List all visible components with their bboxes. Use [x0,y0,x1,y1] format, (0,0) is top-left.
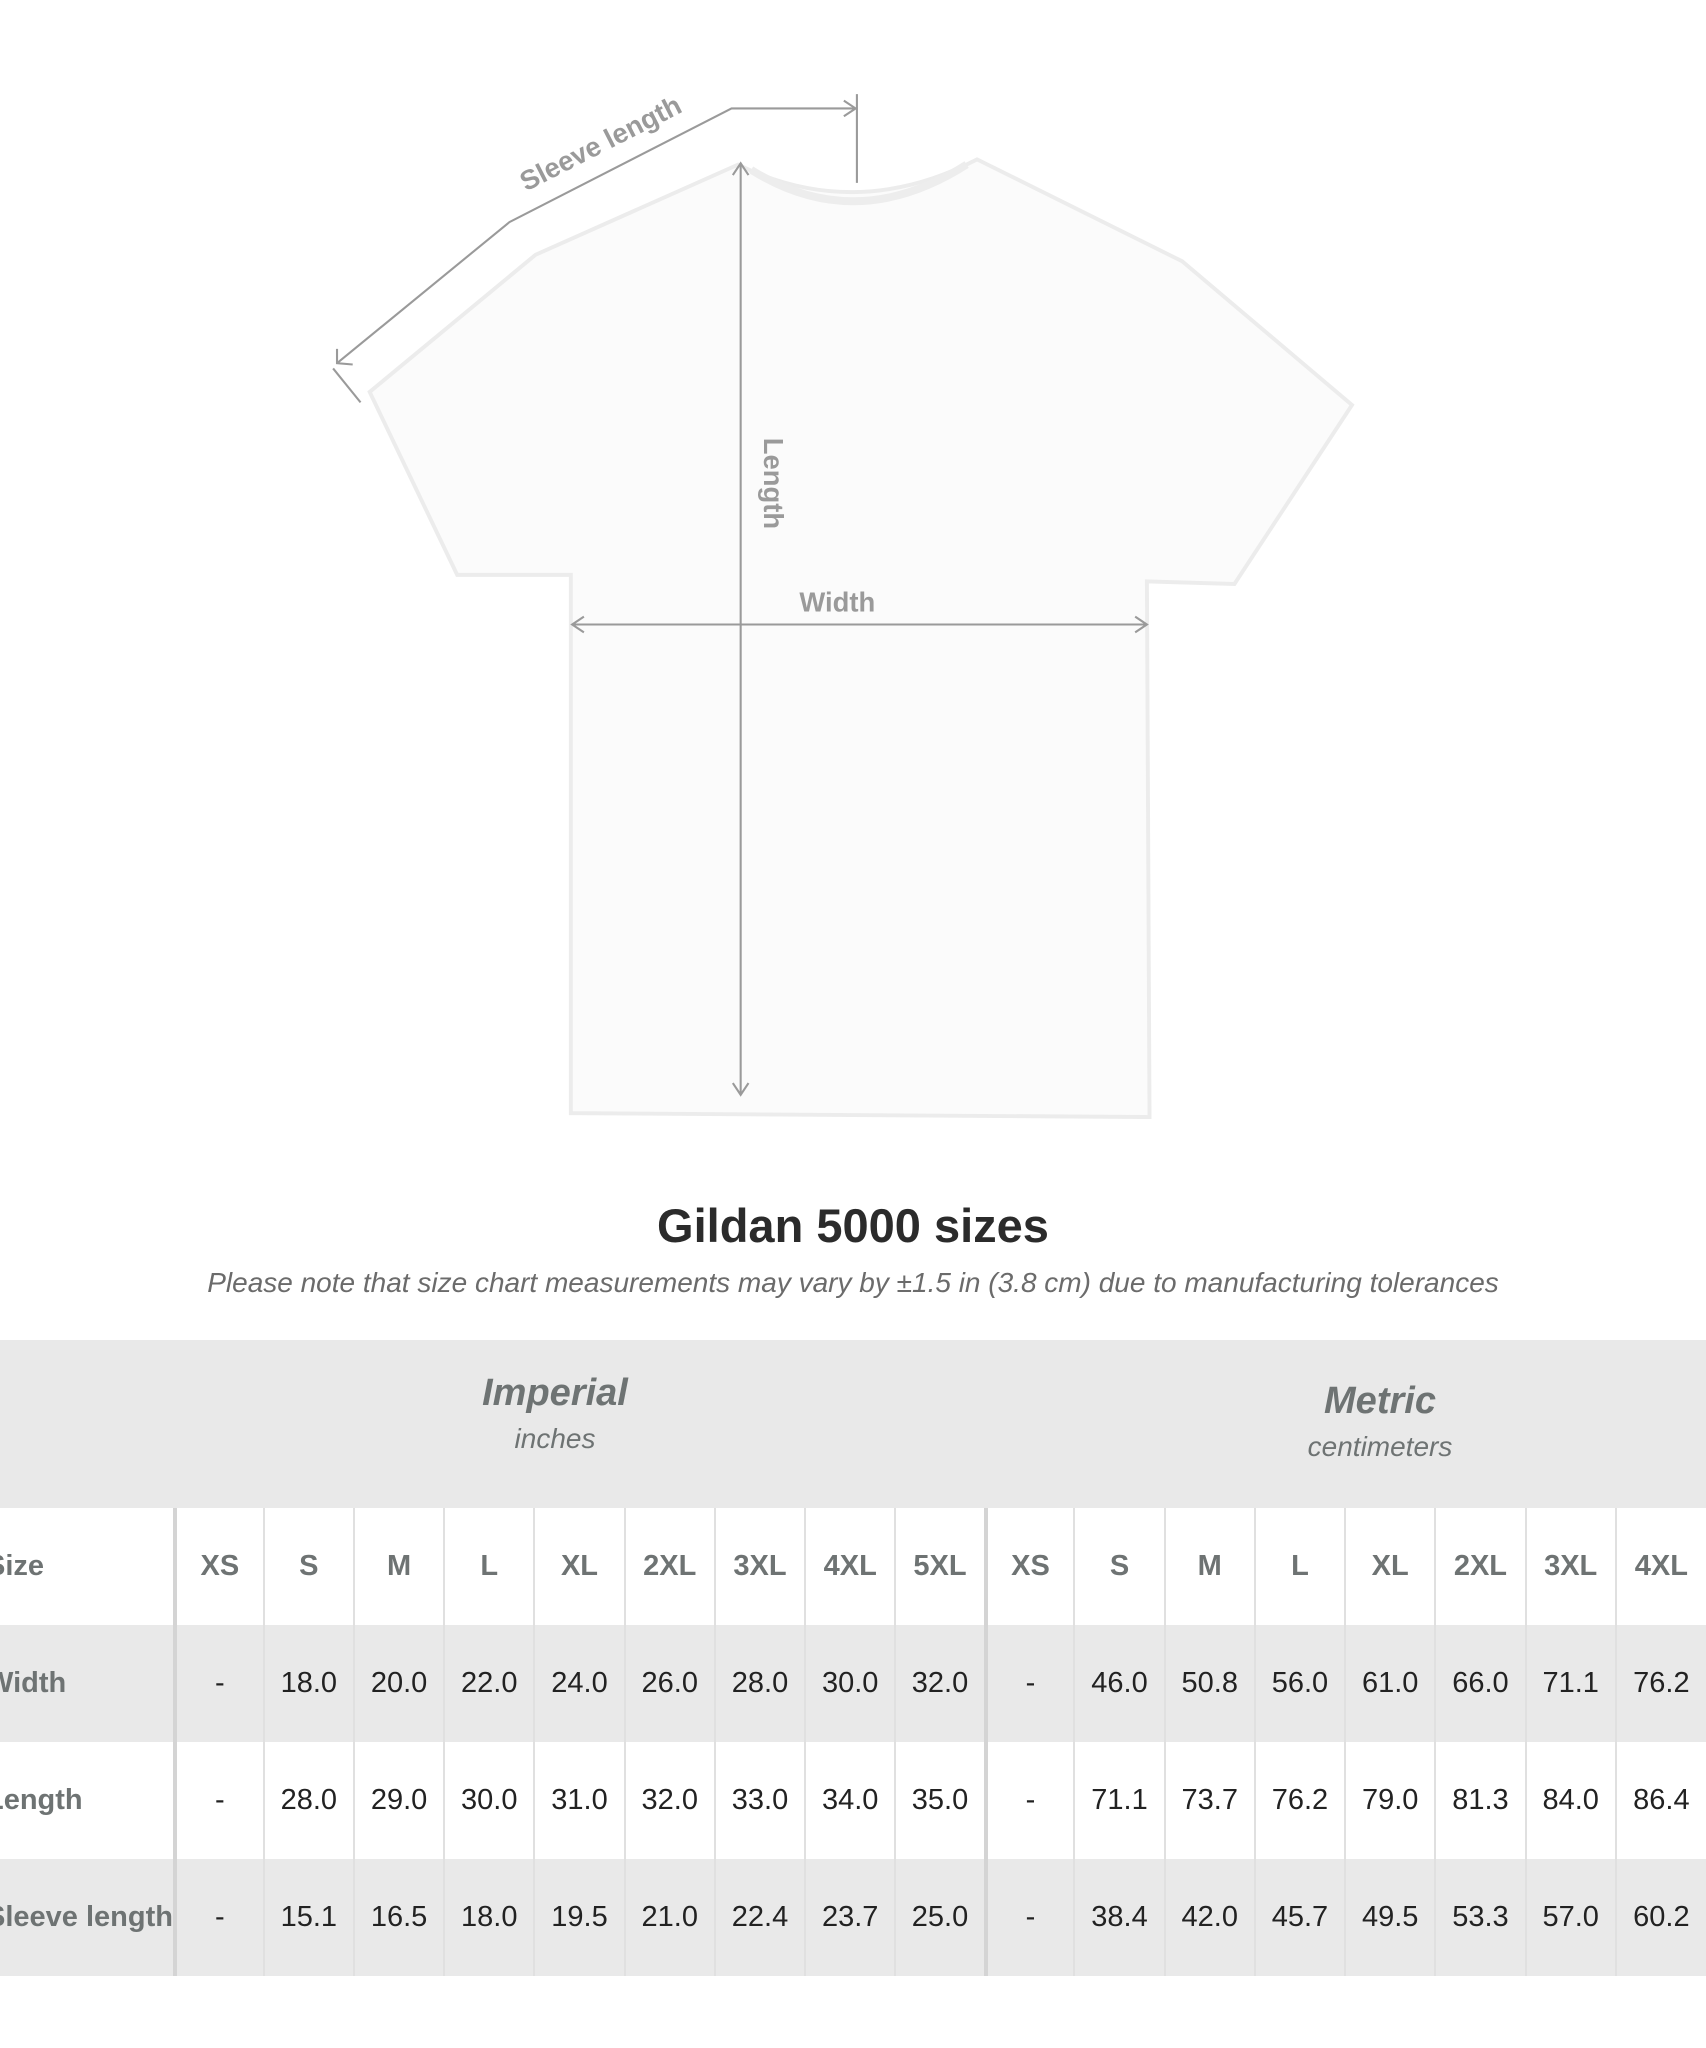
imperial-cell: 35.0 [894,1742,986,1859]
metric-cell: 86.4 [1614,1742,1706,1859]
row-label: Width [0,1625,177,1742]
imperial-cell: 31.0 [533,1742,625,1859]
row-label: Sleeve length [0,1859,177,1976]
metric-cell: 46.0 [1073,1625,1165,1742]
metric-cell: 38.4 [1073,1859,1165,1976]
measurement-arrows [332,94,1149,1097]
row-label: Length [0,1742,177,1859]
metric-cell: L [1253,1508,1346,1625]
metric-cell: 45.7 [1253,1859,1346,1976]
imperial-cell: 33.0 [713,1742,806,1859]
table-row: Length-28.029.030.031.032.033.034.035.0-… [0,1742,1706,1859]
imperial-cell: 2XL [623,1508,715,1625]
metric-cell: 71.1 [1073,1742,1165,1859]
imperial-cell: 21.0 [623,1859,715,1976]
imperial-cell: 16.5 [352,1859,445,1976]
imperial-cell: 24.0 [533,1625,625,1742]
imperial-cell: 23.7 [804,1859,896,1976]
metric-cell: 53.3 [1434,1859,1526,1976]
metric-cell: - [983,1625,1075,1742]
metric-cell: 4XL [1614,1508,1706,1625]
imperial-cell: 29.0 [352,1742,445,1859]
metric-cell: 81.3 [1434,1742,1526,1859]
metric-cell: S [1073,1508,1165,1625]
metric-cell: 2XL [1434,1508,1526,1625]
imperial-cell: - [173,1742,264,1859]
metric-heading: Metric [1324,1380,1436,1422]
metric-cell: 76.2 [1253,1742,1346,1859]
imperial-cell: M [352,1508,445,1625]
metric-cell: 57.0 [1524,1859,1616,1976]
metric-cell: 42.0 [1163,1859,1255,1976]
imperial-heading: Imperial [482,1372,628,1414]
metric-cell: XL [1344,1508,1436,1625]
imperial-cell: 22.0 [443,1625,535,1742]
metric-cell: - [983,1859,1075,1976]
metric-cell: 61.0 [1344,1625,1436,1742]
metric-cell: 66.0 [1434,1625,1526,1742]
imperial-cell: 30.0 [804,1625,896,1742]
sleeve-length-label: Sleeve length [515,89,687,197]
metric-cell: 73.7 [1163,1742,1255,1859]
imperial-cell: 30.0 [443,1742,535,1859]
size-header-row: SizeXSSMLXL2XL3XL4XL5XLXSSMLXL2XL3XL4XL [0,1508,1706,1625]
page-title: Gildan 5000 sizes [657,1199,1049,1252]
width-label: Width [799,586,875,617]
metric-group-header: Metric centimeters [975,1380,1706,1463]
unit-header-band [0,1340,1706,1508]
imperial-cell: L [443,1508,535,1625]
length-label: Length [758,438,789,529]
row-label: Size [0,1508,177,1625]
metric-cell: XS [983,1508,1075,1625]
metric-cell: 60.2 [1614,1859,1706,1976]
imperial-cell: 20.0 [352,1625,445,1742]
imperial-cell: 5XL [894,1508,986,1625]
imperial-cell: 15.1 [262,1859,354,1976]
imperial-cell: XL [533,1508,625,1625]
metric-cell: 49.5 [1344,1859,1436,1976]
metric-cell: 3XL [1524,1508,1616,1625]
imperial-cell: 18.0 [262,1625,354,1742]
metric-cell: 84.0 [1524,1742,1616,1859]
metric-cell: 56.0 [1253,1625,1346,1742]
imperial-cell: 3XL [713,1508,806,1625]
metric-cell: 79.0 [1344,1742,1436,1859]
imperial-cell: 19.5 [533,1859,625,1976]
table-row: Width-18.020.022.024.026.028.030.032.0-4… [0,1625,1706,1742]
imperial-cell: S [262,1508,354,1625]
imperial-cell: 34.0 [804,1742,896,1859]
metric-cell: 71.1 [1524,1625,1616,1742]
metric-unit: centimeters [1307,1431,1453,1462]
imperial-cell: 26.0 [623,1625,715,1742]
tshirt-diagram: Sleeve length Length Width [332,89,1355,1120]
imperial-cell: - [173,1859,264,1976]
imperial-cell: 22.4 [713,1859,806,1976]
imperial-group-header: Imperial inches [135,1372,975,1455]
imperial-cell: 32.0 [894,1625,986,1742]
size-table: SizeXSSMLXL2XL3XL4XL5XLXSSMLXL2XL3XL4XLW… [0,1508,1706,1976]
imperial-cell: 18.0 [443,1859,535,1976]
metric-cell: M [1163,1508,1255,1625]
imperial-cell: 28.0 [262,1742,354,1859]
metric-cell: 50.8 [1163,1625,1255,1742]
tolerance-note: Please note that size chart measurements… [207,1267,1499,1298]
tshirt-outline [367,157,1355,1120]
imperial-cell: 4XL [804,1508,896,1625]
imperial-unit: inches [514,1423,596,1454]
imperial-cell: - [173,1625,264,1742]
imperial-cell: 32.0 [623,1742,715,1859]
imperial-cell: 25.0 [894,1859,986,1976]
imperial-cell: 28.0 [713,1625,806,1742]
metric-cell: 76.2 [1614,1625,1706,1742]
imperial-cell: XS [173,1508,264,1625]
metric-cell: - [983,1742,1075,1859]
table-row: Sleeve length -15.1 16.5 18.0 19.5 21.0 22.4 23… [0,1859,1706,1976]
